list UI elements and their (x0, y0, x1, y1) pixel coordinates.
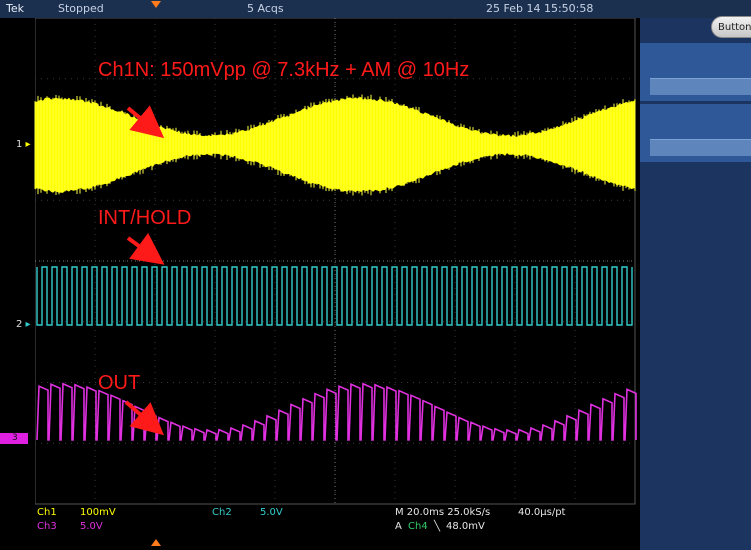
record-readout[interactable]: 40.0μs/pt (518, 507, 565, 518)
ch3-scale[interactable]: 5.0V (80, 521, 103, 532)
trigger-slope-icon: ╲ (434, 521, 440, 532)
timebase-readout[interactable]: M 20.0ms 25.0kS/s (395, 507, 490, 518)
ch2-scale[interactable]: 5.0V (260, 507, 283, 518)
int-hold-arrow-icon (128, 238, 158, 260)
ch1-label[interactable]: Ch1 (37, 507, 57, 518)
trigger-position-bottom-icon (151, 539, 161, 546)
signal-arrow-icon (128, 108, 158, 133)
ch1-scale[interactable]: 100mV (80, 507, 116, 518)
readout-bar: Ch1 100mV Ch3 5.0V Ch2 5.0V M 20.0ms 25.… (0, 505, 640, 550)
ch3-label[interactable]: Ch3 (37, 521, 57, 532)
trigger-source[interactable]: Ch4 (408, 521, 428, 532)
trigger-prefix: A (395, 521, 402, 532)
out-arrow-icon (126, 402, 158, 430)
trigger-level[interactable]: 48.0mV (446, 521, 485, 532)
ch2-label[interactable]: Ch2 (212, 507, 232, 518)
